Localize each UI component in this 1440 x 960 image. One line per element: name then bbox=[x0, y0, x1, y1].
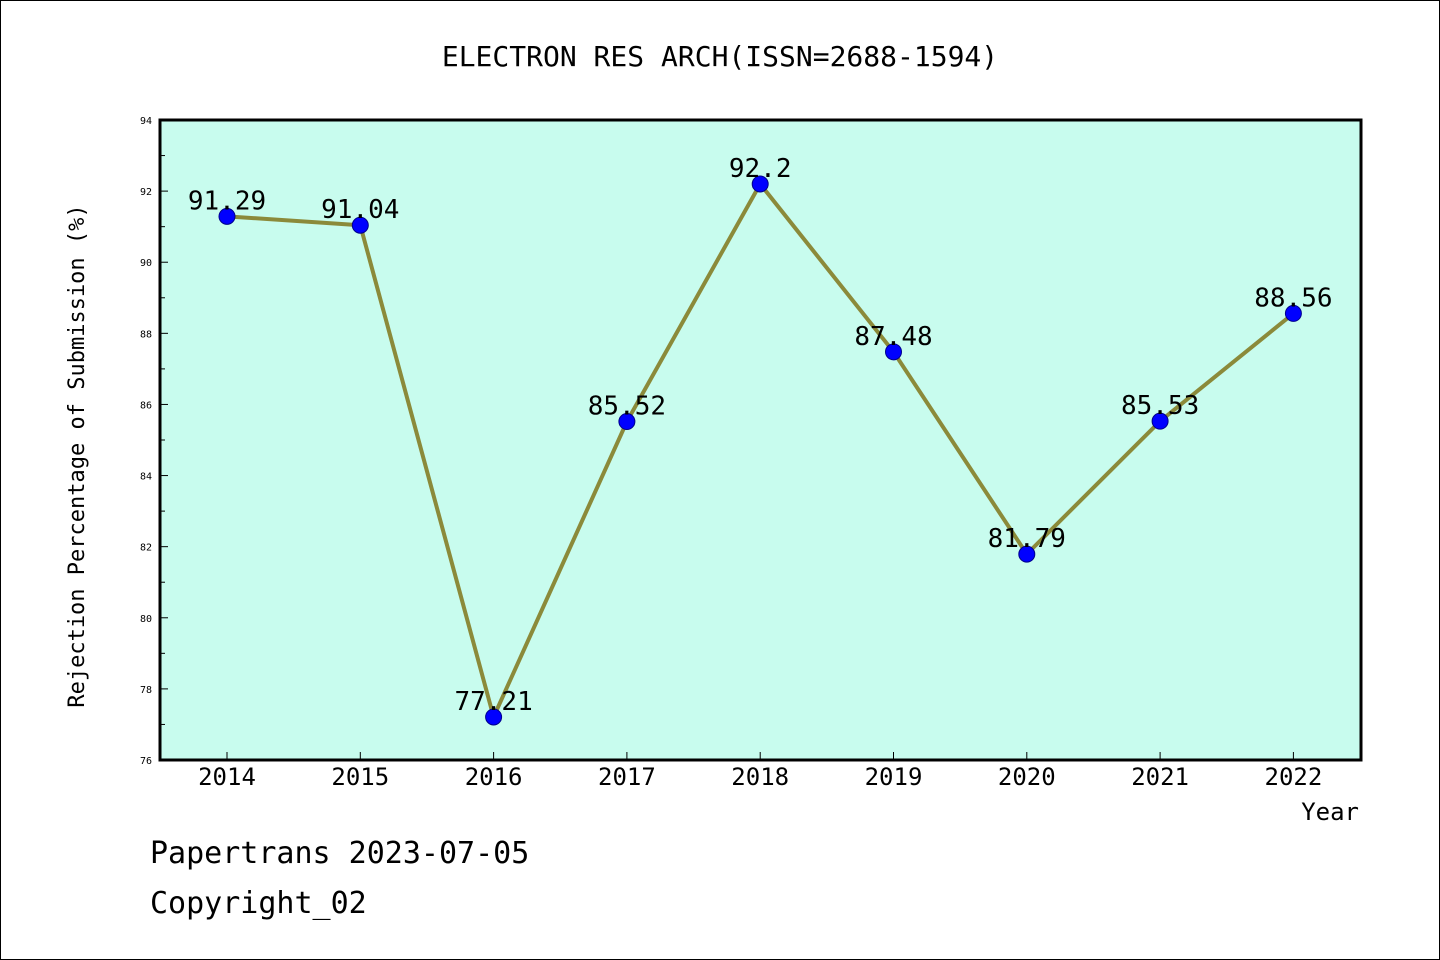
series-layer: 91.29 91.04 77.21 85.52 92.2 87.48 81.79 85.53 8… bbox=[188, 154, 1333, 726]
y-tick-label: 80 bbox=[140, 614, 152, 625]
x-tick-label: 2019 bbox=[865, 763, 923, 791]
data-label: 81.79 bbox=[988, 524, 1066, 554]
x-tick-label: 2017 bbox=[598, 763, 656, 791]
y-tick-label: 92 bbox=[140, 187, 152, 198]
data-label: 77.21 bbox=[454, 687, 532, 717]
data-label: 85.52 bbox=[588, 392, 666, 422]
data-label: 91.29 bbox=[188, 186, 266, 216]
data-point bbox=[1151, 412, 1169, 430]
copyright-note: Copyright_02 bbox=[150, 886, 367, 921]
y-tick-label: 90 bbox=[140, 258, 152, 269]
data-point bbox=[485, 708, 503, 726]
data-point bbox=[1284, 304, 1302, 322]
data-point bbox=[751, 175, 769, 193]
y-axis-ticks: 76 78 80 82 84 86 88 90 92 94 bbox=[140, 116, 168, 767]
x-tick-label: 2014 bbox=[198, 763, 256, 791]
data-label: 88.56 bbox=[1254, 283, 1332, 313]
x-tick-label: 2015 bbox=[331, 763, 389, 791]
x-tick-label: 2020 bbox=[998, 763, 1056, 791]
data-point bbox=[885, 343, 902, 361]
data-label: 85.53 bbox=[1121, 391, 1199, 421]
x-axis-label: Year bbox=[1301, 798, 1359, 826]
y-tick-label: 86 bbox=[140, 400, 152, 411]
source-note: Papertrans 2023-07-05 bbox=[150, 836, 530, 871]
x-tick-label: 2022 bbox=[1265, 763, 1323, 791]
y-tick-label: 78 bbox=[140, 685, 152, 696]
y-tick-label: 94 bbox=[140, 116, 152, 127]
y-tick-label: 82 bbox=[140, 543, 152, 554]
data-point bbox=[1018, 545, 1036, 563]
y-axis-label: Rejection Percentage of Submission (%) bbox=[65, 204, 90, 707]
data-point bbox=[351, 216, 369, 234]
data-point bbox=[218, 207, 236, 225]
data-label: 92.2 bbox=[729, 154, 792, 184]
chart-title: ELECTRON RES ARCH(ISSN=2688-1594) bbox=[442, 40, 998, 73]
x-tick-label: 2021 bbox=[1131, 763, 1189, 791]
x-tick-label: 2016 bbox=[465, 763, 523, 791]
y-tick-label: 76 bbox=[140, 756, 152, 767]
data-point bbox=[618, 413, 636, 431]
x-axis-ticks: 2014 2015 2016 2017 2018 2019 2020 2021 2022 bbox=[198, 752, 1322, 791]
data-label: 91.04 bbox=[321, 195, 399, 225]
data-label: 87.48 bbox=[854, 322, 932, 352]
x-tick-label: 2018 bbox=[731, 763, 789, 791]
y-tick-label: 88 bbox=[140, 329, 152, 340]
y-tick-label: 84 bbox=[140, 472, 152, 483]
